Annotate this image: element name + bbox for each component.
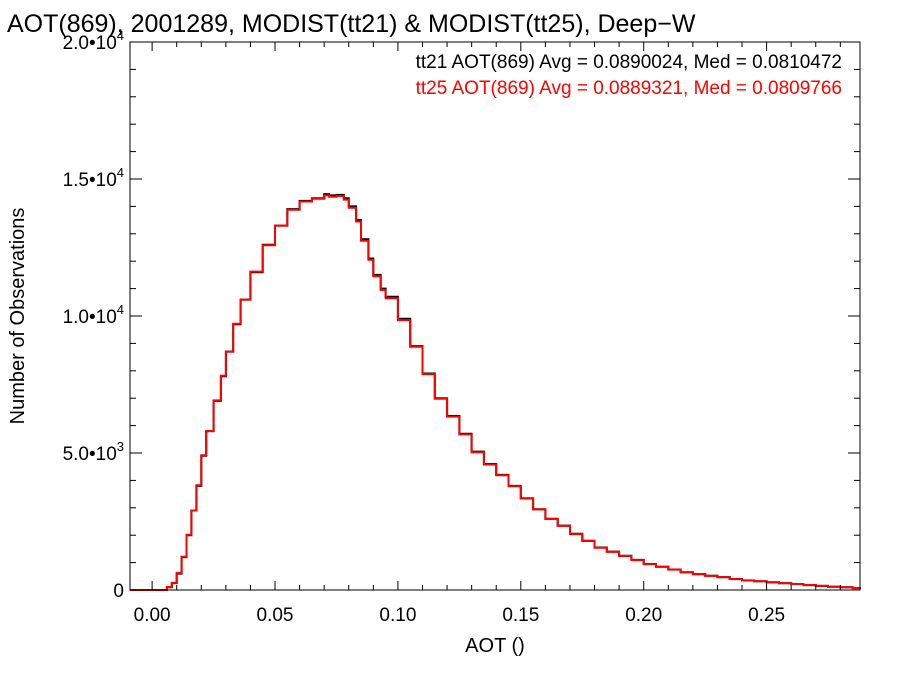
x-tick-label: 0.00 xyxy=(134,605,171,626)
y-tick-label: 1.0•104 xyxy=(63,302,124,328)
x-tick-label: 0.10 xyxy=(379,605,416,626)
legend: tt21 AOT(869) Avg = 0.0890024, Med = 0.0… xyxy=(416,52,842,99)
x-tick-label: 0.05 xyxy=(257,605,294,626)
legend-entry: tt21 AOT(869) Avg = 0.0890024, Med = 0.0… xyxy=(416,52,842,73)
y-tick-label: 0 xyxy=(113,581,124,602)
plot-frame xyxy=(129,41,861,591)
x-tick-label: 0.20 xyxy=(625,605,662,626)
y-tick-label: 5.0•103 xyxy=(63,439,124,465)
x-tick-label: 0.15 xyxy=(502,605,539,626)
series-line-1 xyxy=(130,193,861,591)
x-axis-label: AOT () xyxy=(465,635,525,657)
chart-title: AOT(869), 2001289, MODIST(tt21) & MODIST… xyxy=(7,10,696,38)
plot-series xyxy=(130,193,861,591)
legend-entry: tt25 AOT(869) Avg = 0.0889321, Med = 0.0… xyxy=(416,78,842,99)
y-axis-label: Number of Observations xyxy=(7,208,29,425)
y-tick-label: 2.0•104 xyxy=(63,28,124,54)
x-tick-label: 0.25 xyxy=(748,605,785,626)
y-tick-label: 1.5•104 xyxy=(63,165,124,191)
series-line-2 xyxy=(130,194,861,591)
axis-ticks: 0.00 0.05 0.10 0.15 0.20 0.25 0 5.0•103 1.0•104 1… xyxy=(63,28,860,626)
